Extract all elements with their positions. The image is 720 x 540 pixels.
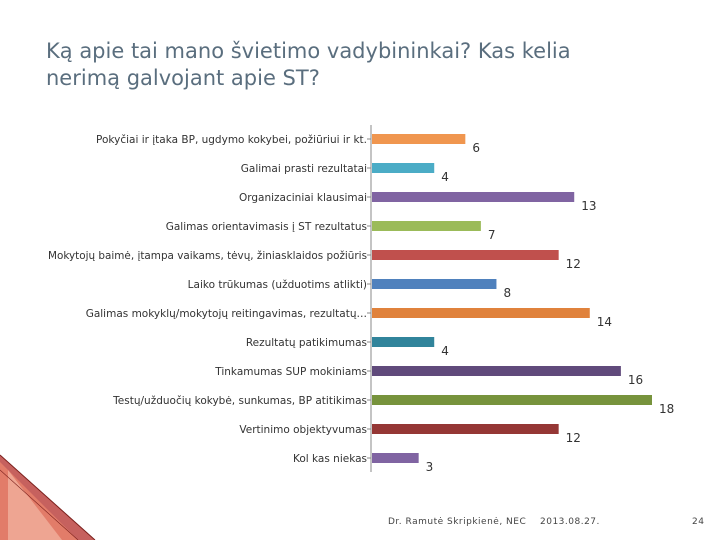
bar bbox=[372, 134, 466, 144]
category-label: Galimai prasti rezultatai bbox=[241, 163, 367, 175]
data-label: 12 bbox=[566, 257, 581, 271]
bar bbox=[372, 221, 481, 231]
bar bbox=[372, 395, 652, 405]
data-label: 16 bbox=[628, 373, 643, 387]
footer-date: 2013.08.27. bbox=[540, 517, 600, 527]
category-label: Vertinimo objektyvumas bbox=[239, 424, 367, 436]
category-label: Laiko trūkumas (užduotims atlikti) bbox=[188, 279, 367, 291]
data-label: 18 bbox=[659, 402, 674, 416]
data-label: 3 bbox=[426, 460, 434, 474]
data-label: 14 bbox=[597, 315, 612, 329]
footer-page-number: 24 bbox=[692, 517, 705, 527]
bar bbox=[372, 163, 435, 173]
bar bbox=[372, 192, 575, 202]
category-label: Mokytojų baimė, įtampa vaikams, tėvų, ži… bbox=[48, 250, 367, 262]
data-label: 4 bbox=[441, 170, 449, 184]
data-label: 13 bbox=[581, 199, 596, 213]
slide-title: Ką apie tai mano švietimo vadybininkai? … bbox=[46, 38, 686, 92]
category-label: Testų/užduočių kokybė, sunkumas, BP atit… bbox=[112, 395, 367, 407]
data-label: 7 bbox=[488, 228, 496, 242]
footer-author: Dr. Ramutė Skripkienė, NEC bbox=[388, 517, 527, 527]
category-label: Pokyčiai ir įtaka BP, ugdymo kokybei, po… bbox=[96, 134, 367, 146]
data-label: 4 bbox=[441, 344, 449, 358]
bar bbox=[372, 424, 559, 434]
category-label: Tinkamumas SUP mokiniams bbox=[214, 366, 367, 378]
bar bbox=[372, 366, 621, 376]
category-label: Galimas orientavimasis į ST rezultatus bbox=[166, 221, 367, 233]
bar bbox=[372, 250, 559, 260]
bar bbox=[372, 308, 590, 318]
bar bbox=[372, 279, 497, 289]
category-label: Kol kas niekas bbox=[293, 453, 367, 465]
bar bbox=[372, 453, 419, 463]
category-label: Rezultatų patikimumas bbox=[246, 337, 367, 349]
title-line-1: Ką apie tai mano švietimo vadybininkai? … bbox=[46, 39, 571, 63]
data-label: 6 bbox=[472, 141, 480, 155]
category-label: Galimas mokyklų/mokytojų reitingavimas, … bbox=[86, 308, 367, 320]
data-label: 12 bbox=[566, 431, 581, 445]
category-label: Organizaciniai klausimai bbox=[239, 192, 367, 204]
bar bbox=[372, 337, 435, 347]
title-line-2: nerimą galvojant apie ST? bbox=[46, 66, 320, 90]
data-label: 8 bbox=[503, 286, 511, 300]
